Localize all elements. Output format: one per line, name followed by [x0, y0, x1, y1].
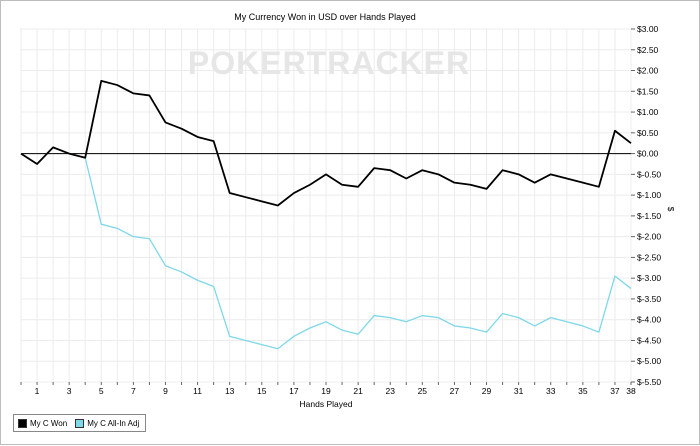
axes: $3.00 $2.50 $2.00 $1.50 $1.00 $0.50 $0.00 $-0.5…: [20, 24, 661, 396]
chart-title: My Currency Won in USD over Hands Played: [234, 12, 415, 22]
x-tick-label: 13: [225, 386, 235, 396]
legend-swatch-allin: [75, 418, 85, 428]
y-tick-label: $2.50: [637, 45, 659, 55]
y-axis-title: $: [666, 207, 676, 212]
legend-item-won[interactable]: My C Won: [18, 418, 68, 428]
series-line-allin-adj: [20, 146, 632, 350]
x-tick-label: 27: [450, 386, 460, 396]
y-tick-label: $-5.00: [637, 356, 661, 366]
legend-label-won: My C Won: [30, 418, 68, 428]
legend-label-allin: My C All-In Adj: [87, 418, 140, 428]
x-tick-label: 38: [626, 386, 636, 396]
y-tick-label: $-2.00: [637, 232, 661, 242]
y-tick-label: $0.00: [637, 149, 659, 159]
x-tick-label: 23: [385, 386, 395, 396]
y-tick-label: $-4.50: [637, 335, 661, 345]
watermark-logo: POKERTRACKER: [188, 45, 470, 81]
y-tick-label: $-4.00: [637, 315, 661, 325]
x-tick-label: 35: [578, 386, 588, 396]
y-tick-label: $-3.00: [637, 273, 661, 283]
x-tick-label: 15: [257, 386, 267, 396]
x-tick-label: 19: [321, 386, 331, 396]
x-tick-label: 21: [353, 386, 363, 396]
x-tick-label: 29: [482, 386, 492, 396]
series-group: [20, 80, 632, 350]
y-tick-label: $-3.50: [637, 294, 661, 304]
x-tick-label: 9: [163, 386, 168, 396]
x-tick-label: 3: [67, 386, 72, 396]
y-tick-label: $-2.50: [637, 252, 661, 262]
y-tick-label: $-5.50: [637, 377, 661, 387]
y-tick-label: $0.50: [637, 128, 659, 138]
x-tick-label: 37: [610, 386, 620, 396]
y-tick-label: $-1.00: [637, 190, 661, 200]
x-tick-label: 31: [514, 386, 524, 396]
grid: [20, 28, 632, 383]
x-tick-label: 1: [35, 386, 40, 396]
legend: My C Won My C All-In Adj: [13, 414, 147, 432]
x-tick-label: 5: [99, 386, 104, 396]
series-line-won: [20, 80, 632, 207]
y-tick-label: $2.00: [637, 66, 659, 76]
y-tick-label: $1.00: [637, 107, 659, 117]
legend-swatch-won: [18, 418, 27, 428]
y-tick-label: $3.00: [637, 24, 659, 34]
x-tick-label: 17: [289, 386, 299, 396]
y-tick-label: $1.50: [637, 86, 659, 96]
x-tick-label: 7: [131, 386, 136, 396]
x-axis-title: Hands Played: [300, 399, 353, 409]
y-tick-label: $-0.50: [637, 169, 661, 179]
x-tick-label: 11: [193, 386, 202, 396]
legend-item-allin[interactable]: My C All-In Adj: [75, 418, 140, 428]
y-tick-label: $-1.50: [637, 211, 661, 221]
x-tick-label: 25: [418, 386, 428, 396]
x-tick-label: 33: [546, 386, 556, 396]
